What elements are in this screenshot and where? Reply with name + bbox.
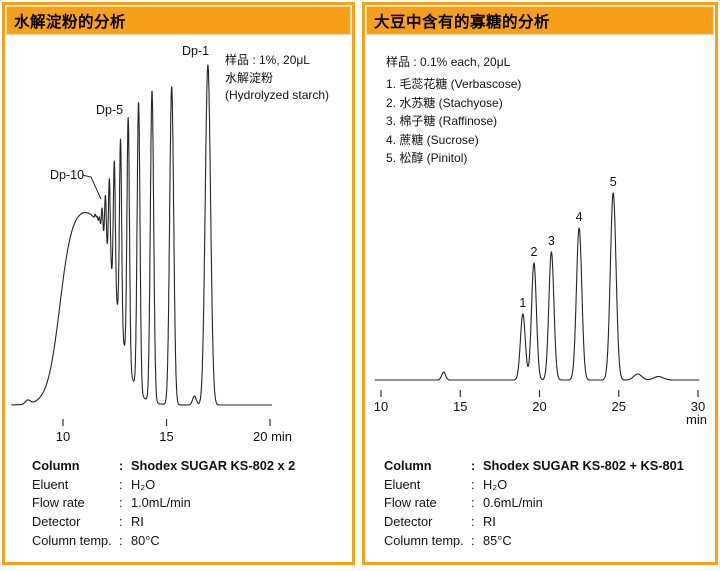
peak-annotation-label: Dp-5 bbox=[96, 103, 123, 117]
x-axis-tick-label: 20 min bbox=[253, 429, 292, 444]
chromatogram-trace bbox=[374, 192, 700, 381]
condition-colon: : bbox=[471, 458, 476, 473]
chromatogram-trace bbox=[10, 64, 273, 406]
peak-annotation-label: Dp-10 bbox=[50, 168, 84, 182]
condition-row-column: Column: Shodex SUGAR KS-802 + KS-801 bbox=[384, 457, 684, 476]
condition-colon: : bbox=[119, 514, 123, 530]
condition-value: H₂O bbox=[483, 476, 508, 492]
condition-row-detector: Detector: RI bbox=[384, 513, 684, 532]
condition-label: Eluent bbox=[32, 476, 69, 492]
condition-label: Column bbox=[32, 458, 80, 473]
panel-right-title: 大豆中含有的寡糖的分析 bbox=[374, 13, 551, 31]
condition-colon: : bbox=[471, 495, 475, 511]
sample-line: 水解淀粉 bbox=[225, 70, 274, 85]
x-axis-tick-label: 10 bbox=[374, 399, 388, 414]
annotation-leader-line bbox=[81, 174, 102, 200]
condition-colon: : bbox=[119, 495, 123, 511]
condition-label: Column bbox=[384, 458, 432, 473]
condition-value: RI bbox=[131, 514, 144, 530]
condition-colon: : bbox=[471, 532, 475, 548]
x-axis-unit-label: min bbox=[686, 412, 707, 427]
x-axis-tick-label: 10 bbox=[56, 429, 70, 444]
conditions-table-right: Column: Shodex SUGAR KS-802 + KS-801 Elue… bbox=[384, 457, 684, 551]
sample-line: 5. 松醇 (Pinitol) bbox=[386, 151, 468, 166]
condition-label: Flow rate bbox=[32, 495, 85, 511]
sample-line: 样品 : 1%, 20μL bbox=[225, 53, 310, 67]
sample-line: 样品 : 0.1% each, 20μL bbox=[386, 55, 511, 69]
x-axis-tick-label: 15 bbox=[453, 399, 467, 414]
condition-row-eluent: Eluent: H₂O bbox=[384, 476, 684, 495]
sample-annotation-left: 样品 : 1%, 20μL 水解淀粉 (Hydrolyzed starch) bbox=[225, 52, 329, 105]
panel-left-title: 水解淀粉的分析 bbox=[14, 13, 127, 31]
panel-hydrolyzed-starch: 10 15 20 min Dp-1 Dp-5 Dp-10 水解淀粉的分析 样品 : 1%,… bbox=[2, 2, 355, 565]
sample-line: 4. 蔗糖 (Sucrose) bbox=[386, 132, 479, 147]
condition-colon: : bbox=[471, 476, 475, 492]
condition-colon: : bbox=[119, 458, 124, 473]
condition-row-column: Column: Shodex SUGAR KS-802 x 2 bbox=[32, 457, 295, 476]
sample-line: 3. 棉子糖 (Raffinose) bbox=[386, 114, 498, 129]
panel-right-header: 大豆中含有的寡糖的分析 bbox=[366, 6, 714, 35]
panel-left-header: 水解淀粉的分析 bbox=[6, 6, 351, 35]
condition-label: Column temp. bbox=[32, 532, 112, 548]
condition-colon: : bbox=[119, 532, 123, 548]
peak-number-label: 5 bbox=[610, 175, 617, 189]
condition-row-detector: Detector: RI bbox=[32, 513, 295, 532]
sample-annotation-right: 样品 : 0.1% each, 20μL 1. 毛蕊花糖 (Verbascose… bbox=[386, 53, 521, 167]
condition-value: Shodex SUGAR KS-802 + KS-801 bbox=[483, 458, 684, 473]
condition-label: Flow rate bbox=[384, 495, 437, 511]
condition-value: H₂O bbox=[131, 476, 156, 492]
condition-colon: : bbox=[119, 476, 123, 492]
condition-value: 85°C bbox=[483, 532, 512, 548]
peak-number-label: 4 bbox=[576, 210, 583, 224]
condition-value: RI bbox=[483, 514, 496, 530]
peak-number-label: 1 bbox=[519, 296, 526, 310]
peak-annotation-label: Dp-1 bbox=[182, 44, 209, 58]
x-axis-tick-label: 30 bbox=[691, 399, 705, 414]
chromatogram-left: 10 15 20 min Dp-1 Dp-5 Dp-10 bbox=[10, 44, 292, 444]
peak-number-label: 2 bbox=[530, 245, 537, 259]
condition-value: 0.6mL/min bbox=[483, 495, 543, 511]
conditions-table-left: Column: Shodex SUGAR KS-802 x 2 Eluent: H₂… bbox=[32, 457, 295, 551]
condition-colon: : bbox=[471, 514, 475, 530]
condition-row-flow-rate: Flow rate:0.6mL/min bbox=[384, 494, 684, 513]
condition-value: 80°C bbox=[131, 532, 160, 548]
condition-row-column-temp: Column temp.:85°C bbox=[384, 532, 684, 551]
x-axis-tick-label: 15 bbox=[159, 429, 173, 444]
sample-line: (Hydrolyzed starch) bbox=[225, 88, 330, 102]
peak-number-label: 3 bbox=[548, 234, 555, 248]
condition-row-column-temp: Column temp.:80°C bbox=[32, 532, 295, 551]
condition-row-eluent: Eluent: H₂O bbox=[32, 476, 295, 495]
sample-line: 2. 水苏糖 (Stachyose) bbox=[386, 95, 503, 110]
condition-label: Detector bbox=[384, 514, 433, 530]
condition-row-flow-rate: Flow rate:1.0mL/min bbox=[32, 494, 295, 513]
panel-soybean-oligosaccharides: 10 15 20 25 30 min 1 2 3 4 5 大豆中含有的寡糖的分析 样品 : 0.1%… bbox=[362, 2, 718, 565]
condition-label: Eluent bbox=[384, 476, 421, 492]
x-axis-tick-label: 20 bbox=[532, 399, 546, 414]
condition-label: Detector bbox=[32, 514, 81, 530]
condition-value: 1.0mL/min bbox=[131, 495, 191, 511]
condition-value: Shodex SUGAR KS-802 x 2 bbox=[131, 458, 296, 473]
sample-line: 1. 毛蕊花糖 (Verbascose) bbox=[386, 77, 522, 92]
condition-label: Column temp. bbox=[384, 532, 464, 548]
x-axis-tick-label: 25 bbox=[612, 399, 626, 414]
